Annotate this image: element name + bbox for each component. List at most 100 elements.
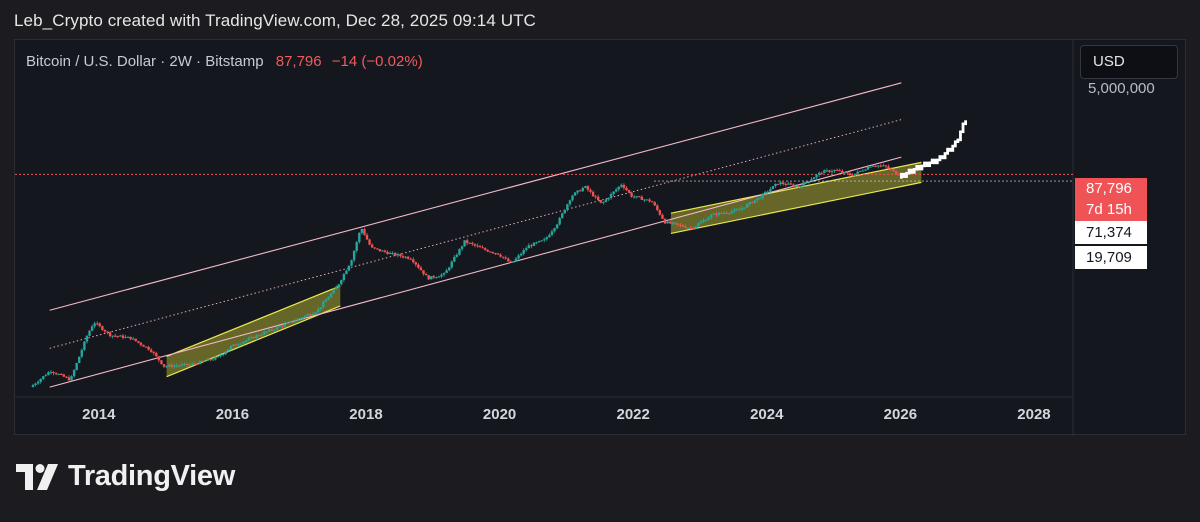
candle-body	[57, 374, 60, 376]
candle-body	[114, 335, 117, 337]
tradingview-logo: TradingView	[16, 460, 235, 493]
candle-body	[581, 187, 584, 192]
candle-body	[476, 245, 479, 247]
candle-body	[119, 335, 122, 337]
candle-body	[155, 353, 158, 357]
candle-body	[342, 274, 346, 281]
candle-body	[455, 254, 459, 257]
projection-bar	[923, 161, 926, 168]
candle-body	[630, 192, 633, 197]
highlight-zone-upper-edge	[166, 285, 341, 358]
x-tick-2022: 2022	[616, 406, 650, 423]
currency-button[interactable]: USD	[1080, 45, 1178, 79]
candle-body	[296, 318, 299, 321]
candle-body	[311, 313, 315, 315]
candle-body	[281, 326, 284, 328]
candle-body	[877, 165, 880, 167]
channel-line-middle	[49, 119, 902, 349]
candle-body	[889, 168, 893, 170]
candle-body	[257, 335, 261, 337]
candle-body	[501, 256, 505, 258]
legend-price: 87,796	[275, 53, 322, 70]
candle-body	[807, 181, 811, 183]
candle-body	[70, 376, 73, 381]
candle-body	[617, 186, 620, 190]
candle-body	[841, 170, 844, 173]
candle-body	[563, 210, 567, 214]
candle-body	[388, 252, 392, 254]
candle-body	[167, 364, 171, 367]
candle-body	[196, 363, 199, 365]
candle-body	[499, 254, 502, 257]
candle-body	[684, 226, 687, 228]
candle-body	[764, 191, 767, 194]
candle-body	[820, 172, 823, 174]
projection-bar	[907, 168, 911, 175]
candle-body	[861, 170, 865, 172]
tradingview-logo-icon	[16, 463, 58, 490]
candle-body	[589, 189, 592, 192]
level-tag-71374: 71,374	[1075, 221, 1147, 244]
candle-body	[60, 374, 63, 376]
candle-body	[383, 250, 387, 252]
candle-body	[417, 264, 420, 268]
candle-body	[653, 202, 656, 206]
projection-bar	[935, 158, 939, 165]
candle-body	[676, 223, 680, 225]
projection-bar	[917, 165, 921, 171]
projection-bar	[930, 158, 934, 165]
candle-body	[864, 169, 867, 171]
candle-body	[674, 222, 677, 224]
candle-body	[83, 341, 86, 350]
candle-body	[42, 376, 45, 379]
candle-body	[250, 336, 253, 339]
candle-body	[632, 196, 636, 198]
candle-body	[656, 205, 659, 211]
candle-body	[681, 225, 685, 227]
candle-body	[810, 179, 813, 182]
candle-body	[273, 329, 276, 331]
candle-body	[838, 170, 841, 172]
candle-body	[65, 376, 68, 378]
candle-body	[458, 248, 461, 255]
x-tick-2014: 2014	[82, 406, 116, 423]
candle-body	[519, 253, 523, 256]
candle-body	[561, 213, 564, 219]
candle-body	[753, 200, 757, 203]
candle-body	[173, 365, 176, 367]
price-axis-top-label: 5,000,000	[1088, 80, 1155, 97]
candle-body	[715, 213, 718, 216]
candle-body	[165, 366, 168, 368]
candle-body	[545, 237, 549, 240]
candle-body	[794, 186, 798, 188]
candle-body	[355, 242, 358, 251]
candle-body	[781, 182, 785, 184]
candle-body	[882, 165, 885, 167]
attribution-text: Leb_Crypto created with TradingView.com,…	[14, 11, 536, 30]
candle-body	[435, 277, 438, 279]
candle-body	[360, 229, 364, 233]
candle-body	[185, 363, 189, 366]
candle-body	[201, 361, 204, 363]
candle-body	[72, 370, 76, 377]
candle-body	[142, 344, 145, 347]
chart-frame[interactable]	[14, 39, 1187, 436]
candle-body	[848, 173, 852, 176]
candle-body	[648, 199, 651, 202]
candle-body	[144, 346, 148, 348]
projection-bar	[946, 147, 950, 155]
candle-body	[622, 184, 626, 188]
candle-body	[427, 275, 430, 280]
candle-body	[879, 165, 883, 167]
highlight-zone-upper-edge	[670, 161, 922, 214]
candle-body	[232, 344, 235, 347]
candle-body	[722, 212, 726, 214]
candle-body	[535, 242, 538, 244]
chart-plot[interactable]	[15, 40, 1187, 436]
candle-body	[537, 240, 541, 243]
candle-body	[645, 199, 649, 201]
projection-bar	[899, 172, 903, 179]
candle-body	[424, 274, 428, 276]
candle-body	[884, 165, 888, 167]
candle-body	[62, 374, 66, 377]
